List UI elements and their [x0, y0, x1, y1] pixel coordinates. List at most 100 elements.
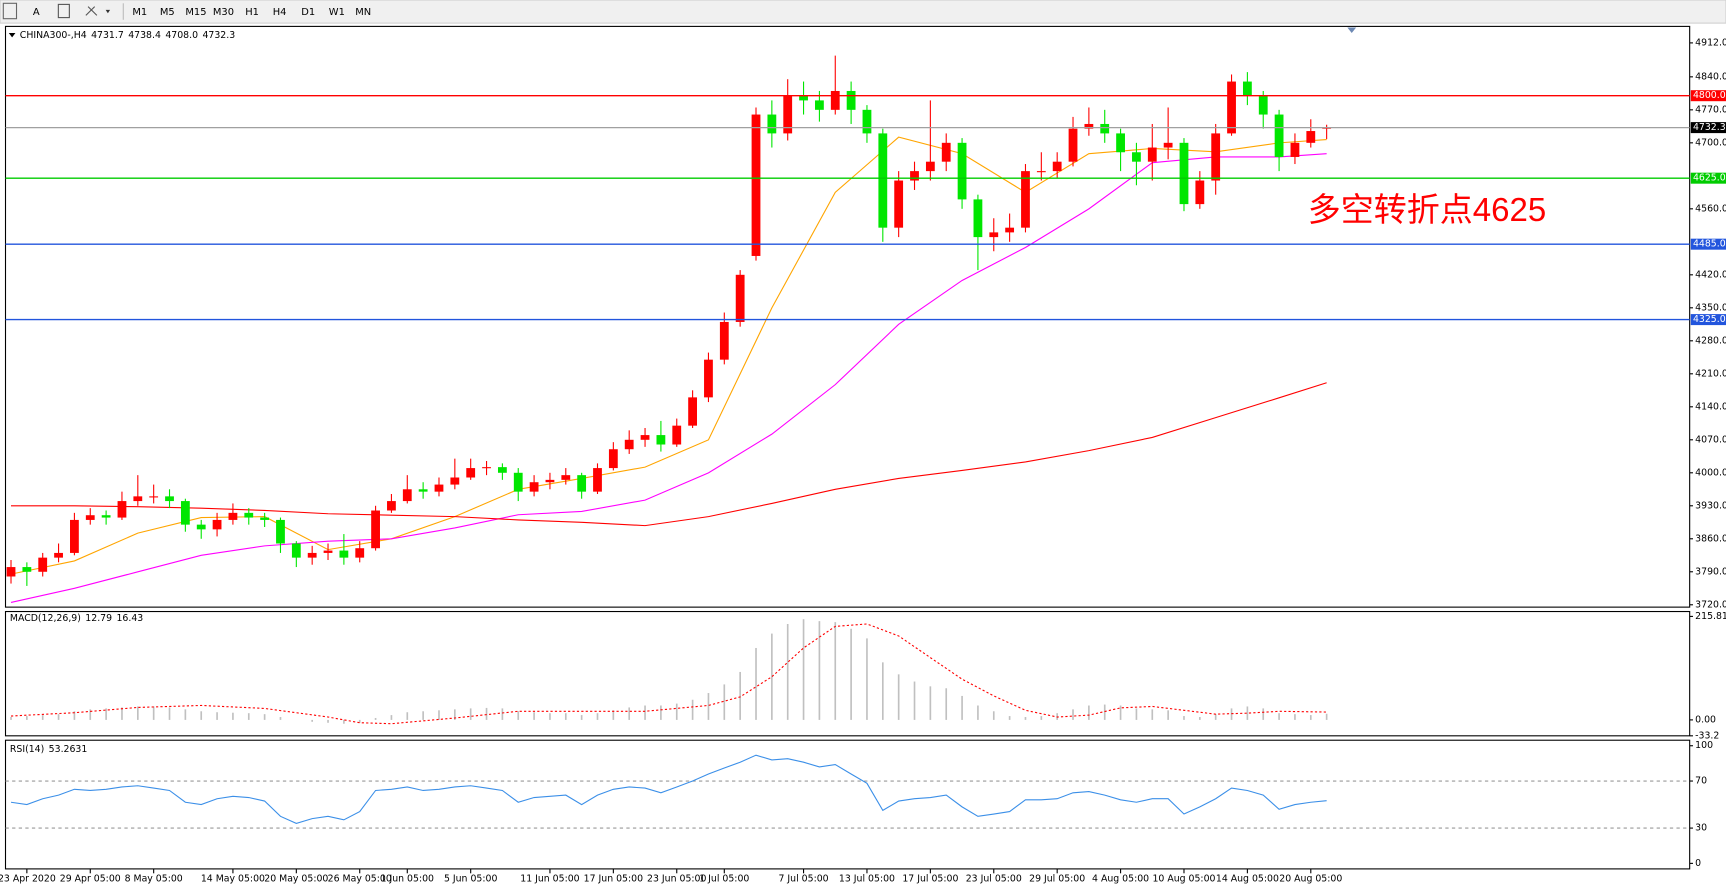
price-panel — [4, 25, 1691, 608]
candle-body — [6, 567, 16, 577]
y-tick-label: 4560.0 — [1695, 203, 1726, 214]
candle-body — [228, 512, 238, 520]
chart-shift-marker — [1347, 27, 1357, 33]
x-tick-label: 29 Apr 05:00 — [60, 873, 121, 884]
y-tick-label: 4770.0 — [1695, 104, 1726, 115]
candle-body — [1242, 81, 1252, 96]
x-tick-label: 26 May 05:00 — [328, 873, 392, 884]
candle-body — [85, 515, 95, 520]
level-label-bg — [1690, 314, 1726, 326]
y-tick-label: 30 — [1695, 823, 1707, 834]
timeframe-button[interactable]: M30 — [213, 7, 234, 18]
macd-main-value: 12.79 — [85, 613, 112, 624]
x-tick-label: 7 Jul 05:00 — [779, 873, 829, 884]
y-tick-label: 70 — [1695, 776, 1707, 787]
candle-body — [70, 519, 79, 553]
chart-header: CHINA300-,H4 4731.7 4738.4 4708.0 4732.3 — [20, 30, 235, 41]
x-tick-label: 20 Aug 05:00 — [1279, 873, 1342, 884]
candle-body — [704, 359, 713, 398]
candle-body — [1036, 171, 1046, 173]
candle-body — [1005, 227, 1015, 233]
shapes-tool[interactable] — [85, 6, 98, 16]
candle-body — [862, 109, 872, 134]
candle-body — [925, 161, 935, 172]
y-tick-label: 3720.0 — [1695, 599, 1726, 610]
candle-body — [1179, 142, 1189, 205]
timeframe-button[interactable]: M1 — [132, 7, 147, 18]
candle-body — [307, 552, 317, 558]
candle-body — [355, 548, 365, 558]
candle-body — [751, 114, 761, 256]
x-tick-label: 14 Aug 05:00 — [1216, 873, 1279, 884]
candle-body — [450, 477, 460, 485]
y-tick-label: 3790.0 — [1695, 566, 1726, 577]
timeframe-button[interactable]: M5 — [160, 7, 175, 18]
text-tool[interactable]: A — [33, 7, 40, 18]
macd-signal — [10, 623, 1327, 725]
x-tick-label: 10 Aug 05:00 — [1152, 873, 1215, 884]
level-label: 4485.0 — [1693, 239, 1726, 250]
rsi-panel — [4, 739, 1691, 870]
annotation: 多空转折点4625 — [1308, 191, 1547, 228]
dropdown-arrow[interactable] — [105, 9, 111, 14]
y-tick-label: 4912.0 — [1695, 37, 1726, 48]
candle-body — [1132, 152, 1141, 162]
candle-body — [22, 567, 32, 572]
y-tick-label: 4700.0 — [1695, 137, 1726, 148]
timeframes: M1 M5 M15 M30 H1 H4 D1 W1 MN — [132, 7, 371, 18]
candle-body — [212, 519, 222, 530]
timeframe-button[interactable]: D1 — [301, 7, 315, 18]
candle-body — [545, 479, 555, 483]
level-label-bg — [1690, 238, 1726, 250]
candle-body — [783, 95, 793, 134]
timeframe-button[interactable]: W1 — [329, 7, 345, 18]
y-tick-label: 0 — [1695, 858, 1701, 869]
timeframe-button[interactable]: H1 — [245, 7, 259, 18]
macd-panel — [4, 610, 1691, 737]
candle-body — [815, 100, 824, 110]
candle-body — [1163, 142, 1173, 148]
candle-body — [196, 524, 206, 530]
x-tick-label: 23 Jun 05:00 — [647, 873, 706, 884]
level-label: 4800.0 — [1693, 90, 1726, 101]
candle-body — [799, 95, 808, 101]
candle-body — [941, 142, 951, 162]
candle-body — [1258, 95, 1268, 115]
x-tick-label: 8 May 05:00 — [125, 873, 183, 884]
candle-body — [497, 467, 507, 473]
candle-body — [529, 482, 539, 492]
label-tool[interactable] — [57, 3, 70, 19]
candle-body — [323, 550, 333, 553]
x-tick-label: 4 Aug 05:00 — [1092, 873, 1149, 884]
x-tick-label: 29 Jul 05:00 — [1029, 873, 1085, 884]
timeframe-button[interactable]: H4 — [273, 7, 287, 18]
toolbar: A — [0, 0, 1726, 24]
y-tick-label: 3930.0 — [1695, 500, 1726, 511]
symbol: CHINA300-,H4 — [20, 30, 87, 41]
y-tick-label: 4000.0 — [1695, 467, 1726, 478]
level-label: 4732.3 — [1693, 122, 1726, 133]
crosshair-tool[interactable] — [2, 2, 18, 20]
candle-body — [1116, 133, 1125, 153]
x-tick-label: 20 May 05:00 — [264, 873, 328, 884]
candle-body — [276, 519, 285, 544]
candle-body — [1100, 123, 1110, 134]
header-arrow — [8, 32, 16, 38]
timeframe-button[interactable]: MN — [355, 7, 371, 18]
x-tick-label: 17 Jun 05:00 — [584, 873, 643, 884]
y-tick-label: 4280.0 — [1695, 335, 1726, 346]
candle-body — [878, 133, 888, 228]
y-tick-label: 4350.0 — [1695, 302, 1726, 313]
candle-body — [561, 475, 571, 480]
y-tick-label: 215.81 — [1695, 611, 1726, 622]
candle-body — [149, 496, 159, 498]
candle-body — [482, 467, 491, 469]
x-tick-label: 1 Jun 05:00 — [381, 873, 434, 884]
timeframe-button[interactable]: M15 — [185, 7, 206, 18]
y-tick-label: 100 — [1695, 740, 1713, 751]
y-tick-label: 0.00 — [1695, 714, 1716, 725]
candle-body — [1147, 147, 1157, 162]
